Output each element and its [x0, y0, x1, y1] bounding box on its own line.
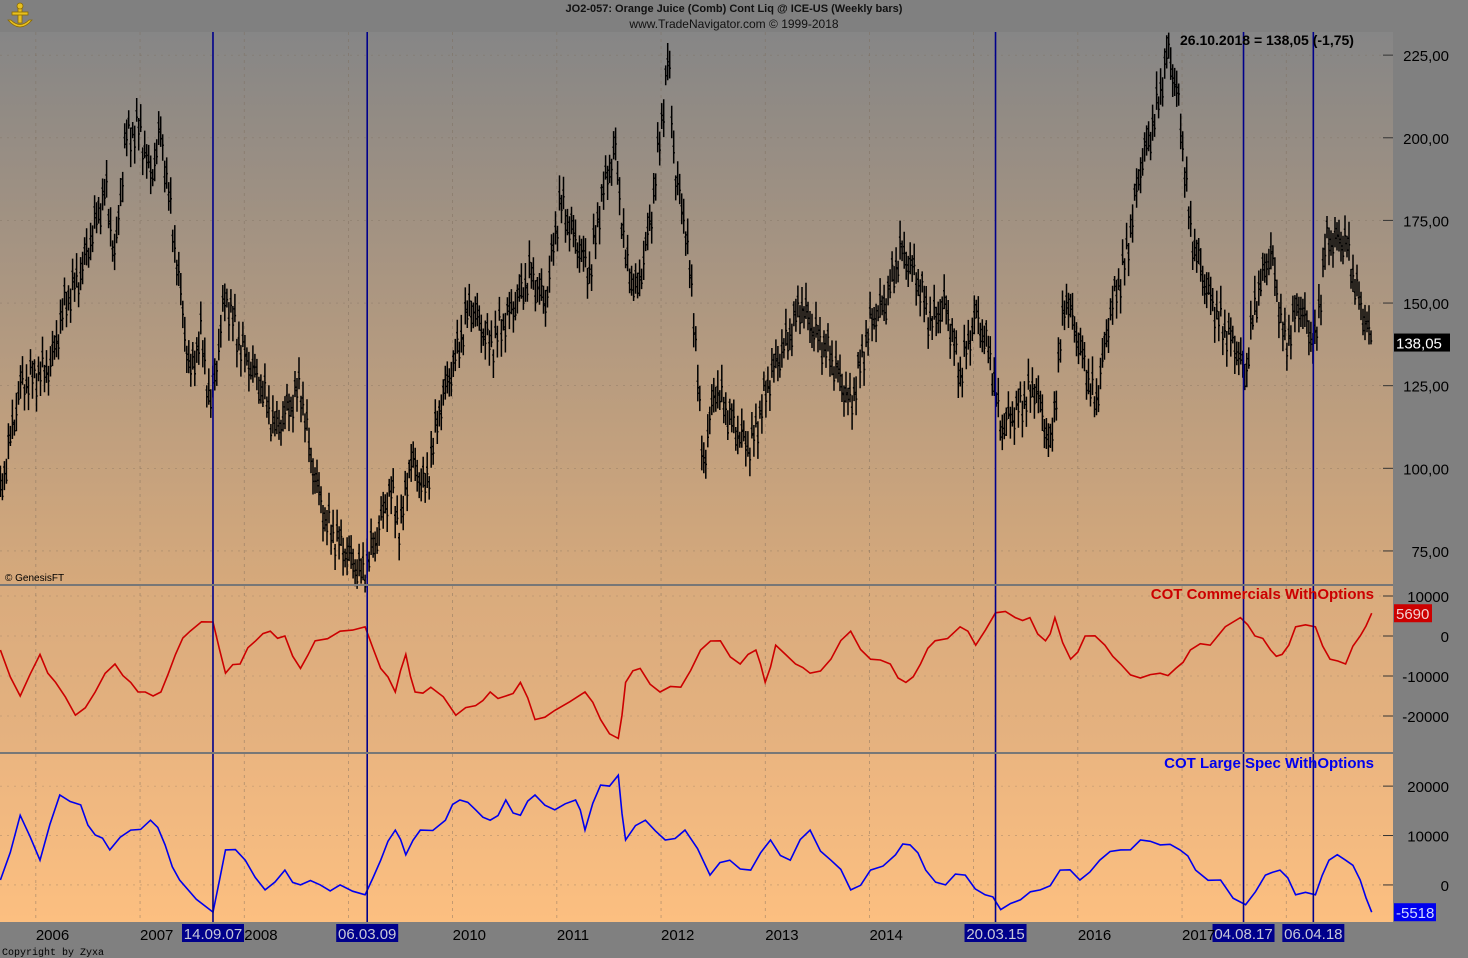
marker-date-label: 14.09.07 [184, 926, 242, 943]
large-spec-last-value: -5518 [1396, 905, 1434, 922]
large-spec-panel [0, 754, 1393, 922]
year-label-2016: 2016 [1078, 927, 1111, 944]
y-tick-label: 10000 [1407, 589, 1449, 606]
commercials-legend: COT Commercials WithOptions [1151, 586, 1374, 603]
year-label-2007: 2007 [140, 927, 173, 944]
marker-date-box [1212, 924, 1275, 942]
year-label-2006: 2006 [36, 927, 69, 944]
y-tick-label: 0 [1441, 629, 1449, 646]
commercials-last-value: 5690 [1396, 606, 1429, 623]
copyright-text: Copyright by Zyxa [2, 947, 104, 958]
data-credit: © GenesisFT [5, 573, 64, 584]
marker-date-label: 06.04.18 [1284, 926, 1342, 943]
commercials-line [0, 610, 1373, 740]
y-tick-label: 125,00 [1403, 379, 1449, 396]
year-label-2012: 2012 [661, 927, 694, 944]
y-tick-label: 10000 [1407, 829, 1449, 846]
marker-date-box [181, 924, 244, 942]
y-tick-label: 100,00 [1403, 461, 1449, 478]
last-quote-label: 26.10.2018 = 138,05 (-1,75) [1180, 32, 1354, 48]
marker-date-label: 04.08.17 [1214, 926, 1272, 943]
price-last-value: 138,05 [1396, 336, 1442, 353]
year-label-2008: 2008 [244, 927, 277, 944]
year-label-2017: 2017 [1182, 927, 1215, 944]
commercials-last-value-box [1394, 604, 1432, 623]
y-tick-label: 225,00 [1403, 48, 1449, 65]
marker-date-label: 20.03.15 [966, 926, 1024, 943]
year-label-2010: 2010 [453, 927, 486, 944]
price-bars [0, 32, 1373, 593]
panel-separator [0, 584, 1393, 586]
panel-separator [0, 752, 1393, 754]
year-label-2013: 2013 [765, 927, 798, 944]
chart-title: JO2-057: Orange Juice (Comb) Cont Liq @ … [565, 3, 903, 15]
price-last-value-box [1394, 333, 1450, 352]
marker-date-box [336, 924, 399, 942]
marker-date-label: 06.03.09 [338, 926, 396, 943]
y-tick-label: 0 [1441, 878, 1449, 895]
year-label-2014: 2014 [869, 927, 902, 944]
y-tick-label: 150,00 [1403, 296, 1449, 313]
large-spec-line [0, 773, 1373, 914]
year-label-2011: 2011 [557, 927, 589, 944]
y-tick-label: 175,00 [1403, 213, 1449, 230]
y-tick-label: -10000 [1402, 669, 1449, 686]
large-spec-legend: COT Large Spec WithOptions [1164, 755, 1374, 772]
y-tick-label: 200,00 [1403, 131, 1449, 148]
commercials-panel [0, 586, 1393, 752]
y-tick-label: 75,00 [1411, 544, 1449, 561]
marker-date-box [1282, 924, 1345, 942]
chart-subtitle: www.TradeNavigator.com © 1999-2018 [629, 17, 839, 31]
price-panel [0, 32, 1393, 584]
large-spec-last-value-box [1394, 903, 1436, 922]
y-tick-label: -20000 [1402, 709, 1449, 726]
y-tick-label: 20000 [1407, 779, 1449, 796]
marker-date-box [964, 924, 1027, 942]
anchor-logo [7, 2, 33, 28]
